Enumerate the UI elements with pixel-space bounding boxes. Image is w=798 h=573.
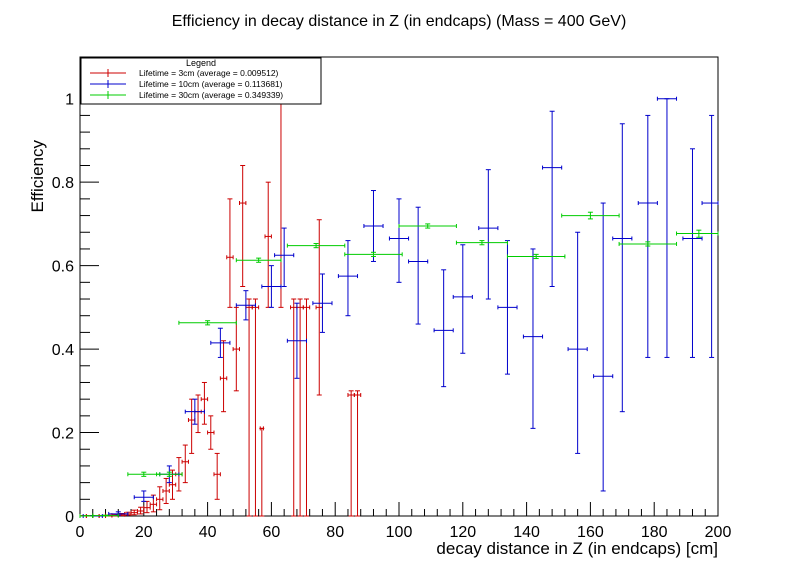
legend-entries: Lifetime = 3cm (average = 0.009512)Lifet… (90, 68, 283, 100)
data-point (259, 426, 265, 517)
data-point (593, 202, 614, 492)
x-tick-label: 40 (199, 524, 217, 541)
x-tick-label: 60 (263, 524, 281, 541)
y-axis: 0 0.2 0.4 0.6 0.8 1 (52, 64, 99, 526)
legend-label: Lifetime = 10cm (average = 0.113681) (139, 79, 283, 89)
data-point (353, 390, 362, 517)
y-axis-label: Efficiency (28, 140, 47, 213)
legend-entry: Lifetime = 30cm (average = 0.349339) (90, 90, 283, 100)
data-point (497, 240, 518, 375)
data-point (178, 320, 237, 326)
data-point (455, 240, 508, 246)
data-point (133, 490, 154, 502)
data-point (251, 298, 260, 517)
data-point (168, 469, 177, 500)
data-point (315, 219, 323, 396)
x-tick-label: 0 (76, 524, 85, 541)
legend-box (80, 57, 322, 105)
series-3 (79, 211, 719, 518)
data-point (156, 486, 164, 511)
data-point (618, 241, 678, 247)
legend-label: Lifetime = 30cm (average = 0.349339) (139, 90, 283, 100)
data-point (239, 164, 247, 287)
data-point (286, 243, 346, 249)
legend-label: Lifetime = 3cm (average = 0.009512) (139, 68, 279, 78)
data-point (388, 198, 410, 283)
data-point (542, 110, 563, 287)
data-point (612, 123, 633, 413)
data-point (181, 444, 189, 484)
legend-title: Legend (186, 58, 216, 68)
data-point (344, 251, 403, 257)
data-point (200, 381, 209, 425)
legend-entry: Lifetime = 10cm (average = 0.113681) (90, 79, 283, 89)
data-point (219, 340, 228, 413)
x-tick-label: 80 (326, 524, 344, 541)
data-point (701, 114, 719, 358)
data-point (656, 96, 678, 358)
y-tick-label: 0 (65, 509, 74, 526)
data-point (522, 248, 544, 429)
data-point (637, 114, 658, 358)
legend: Legend Lifetime = 3cm (average = 0.00951… (80, 57, 322, 105)
data-point (433, 269, 454, 388)
data-point (506, 253, 566, 260)
data-point (162, 477, 170, 504)
data-point (210, 327, 231, 358)
data-point (561, 211, 620, 220)
x-tick-label: 180 (641, 524, 668, 541)
data-point (312, 273, 333, 333)
x-tick-label: 100 (386, 524, 413, 541)
y-tick-label: 1 (65, 92, 74, 109)
x-tick-label: 20 (135, 524, 153, 541)
data-point (676, 229, 719, 238)
x-tick-label: 160 (577, 524, 604, 541)
data-point (274, 227, 295, 287)
x-tick-label: 140 (513, 524, 540, 541)
data-point (302, 298, 311, 517)
x-axis-label: decay distance in Z (in endcaps) [cm] (436, 539, 718, 558)
series-2 (82, 96, 719, 518)
data-point (213, 452, 221, 500)
data-point (398, 223, 457, 229)
data-point (363, 190, 384, 262)
data-point (235, 257, 282, 263)
x-axis: 0 20 40 60 80 100 120 140 160 180 200 (76, 502, 732, 541)
data-point (136, 506, 145, 515)
data-point (286, 302, 307, 379)
data-point (207, 415, 215, 450)
chart-title: Efficiency in decay distance in Z (in en… (172, 13, 627, 30)
y-tick-label: 0.8 (52, 175, 74, 192)
data-point (408, 206, 429, 325)
y-tick-label: 0.2 (52, 426, 74, 443)
data-point (478, 169, 499, 300)
y-tick-label: 0.4 (52, 342, 74, 359)
data-point (337, 240, 359, 317)
data-point (682, 148, 703, 358)
data-point (567, 231, 588, 454)
legend-entry: Lifetime = 3cm (average = 0.009512) (90, 68, 279, 78)
y-tick-label: 0.6 (52, 259, 74, 276)
data-point (92, 513, 119, 518)
data-point (226, 198, 234, 308)
series-layer (79, 96, 719, 518)
x-tick-label: 120 (449, 524, 476, 541)
data-point (235, 290, 256, 321)
data-point (452, 244, 473, 354)
data-point (156, 471, 183, 477)
data-point (347, 390, 355, 517)
data-point (261, 265, 282, 308)
data-point (184, 398, 205, 425)
x-tick-label: 200 (705, 524, 732, 541)
